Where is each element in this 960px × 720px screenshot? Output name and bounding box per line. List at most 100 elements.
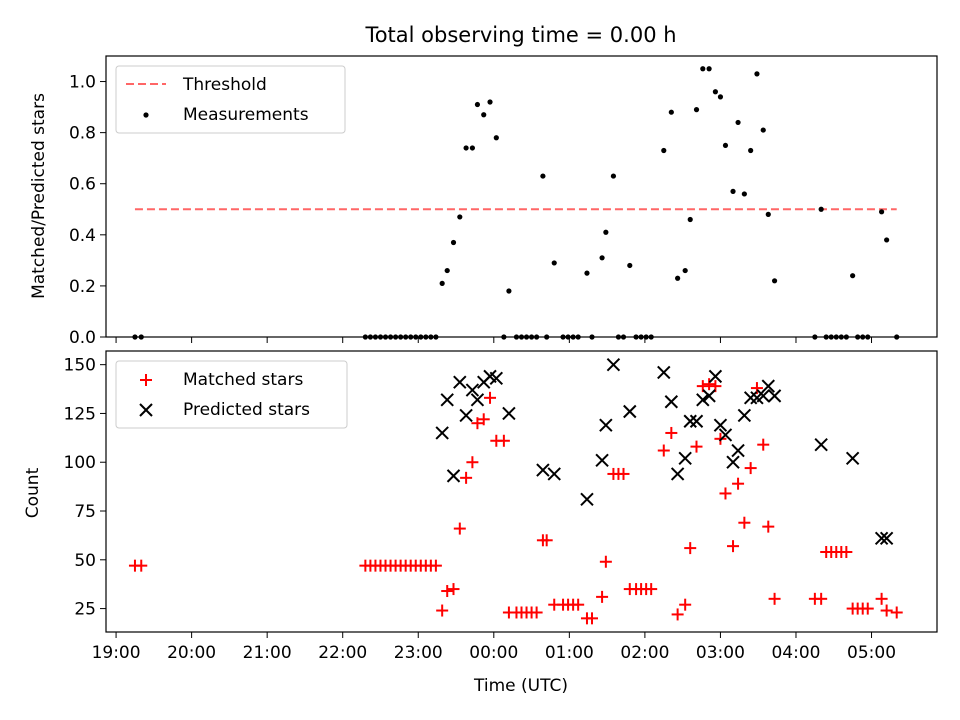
measurement-point: [693, 107, 700, 113]
matched-star-point: [679, 598, 692, 611]
predicted-star-point: [678, 451, 692, 466]
top-plot-area: [132, 66, 900, 340]
top-axes-frame: [105, 55, 938, 338]
predicted-star-point: [743, 391, 758, 405]
matched-legend-swatch: [140, 374, 152, 386]
predicted-star-point: [761, 379, 775, 393]
matched-star-point: [861, 602, 874, 615]
measurement-point: [682, 267, 688, 274]
matched-star-point: [744, 462, 757, 475]
predicted-star-point: [459, 408, 473, 423]
matched-star-point: [880, 604, 893, 617]
measurement-point: [444, 267, 450, 274]
measurement-point: [599, 255, 605, 261]
measurement-point: [450, 239, 457, 246]
predicted-star-point: [440, 393, 454, 407]
matched-star-point: [497, 434, 510, 447]
measurements-legend-label: Measurements: [183, 105, 309, 125]
measurement-point: [884, 237, 890, 243]
matched-star-point: [732, 477, 745, 490]
bottom-y-tick-label: 150: [64, 356, 96, 376]
top-y-tick-label: 1.0: [69, 73, 96, 93]
predicted-star-point: [657, 365, 671, 380]
matched-star-point: [727, 540, 740, 553]
matched-star-point: [815, 592, 828, 605]
matched-star-point: [460, 471, 473, 484]
predicted-star-point: [465, 383, 480, 397]
predicted-legend-swatch: [139, 403, 153, 417]
predicted-star-point: [435, 426, 449, 440]
predicted-star-point: [845, 451, 860, 466]
matched-star-point: [665, 426, 678, 439]
matched-star-point: [690, 440, 703, 453]
bottom-legend-box: [115, 360, 348, 429]
measurement-point: [765, 211, 771, 217]
measurement-point: [487, 99, 493, 105]
measurement-point: [551, 260, 557, 266]
matched-star-point: [750, 382, 763, 395]
measurement-point: [481, 112, 487, 118]
measurement-point: [493, 135, 499, 141]
matched-star-point: [484, 391, 497, 404]
matched-star-point: [875, 592, 888, 605]
predicted-star-point: [814, 437, 828, 452]
bottom-y-tick-label: 100: [64, 453, 96, 473]
matched-legend-label: Matched stars: [183, 370, 303, 390]
bottom-y-tick-label: 75: [74, 502, 96, 522]
measurement-point: [603, 229, 609, 235]
matched-star-point: [441, 585, 454, 598]
predicted-star-point: [713, 418, 728, 432]
matched-star-point: [477, 413, 490, 426]
predicted-star-point: [718, 428, 733, 442]
measurement-point: [661, 147, 667, 154]
predicted-star-point: [737, 408, 752, 423]
predicted-star-point: [547, 467, 561, 481]
measurement-point: [675, 275, 681, 281]
predicted-star-point: [502, 406, 516, 421]
bottom-axes-frame: [105, 350, 938, 633]
predicted-star-point: [696, 393, 710, 407]
measurement-point: [506, 288, 512, 294]
matched-star-point: [429, 559, 442, 572]
bottom-plot-area: [128, 357, 903, 625]
matched-star-point: [671, 608, 684, 621]
measurement-point: [722, 142, 729, 149]
measurement-point: [760, 127, 766, 133]
measurements-legend-swatch: [143, 112, 149, 118]
x-tick-label: 01:00: [545, 643, 594, 663]
matched-star-point: [540, 534, 553, 547]
x-tick-label: 03:00: [696, 643, 745, 663]
x-tick-label: 22:00: [318, 643, 367, 663]
predicted-star-point: [580, 492, 594, 507]
predicted-star-point: [489, 371, 504, 386]
matched-star-point: [135, 559, 148, 572]
bottom-y-tick-label: 125: [64, 404, 96, 424]
measurement-point: [771, 278, 778, 284]
predicted-star-point: [595, 453, 609, 467]
predicted-star-point: [664, 395, 679, 409]
measurement-point: [457, 214, 463, 220]
predicted-star-point: [726, 455, 740, 469]
top-y-tick-label: 0.8: [69, 124, 96, 144]
top-y-axis-label: Matched/Predicted stars: [29, 93, 49, 299]
predicted-star-point: [756, 389, 770, 403]
measurement-point: [540, 173, 546, 179]
x-axis-label: Time (UTC): [473, 676, 568, 696]
matched-star-point: [596, 590, 609, 603]
measurement-point: [818, 206, 824, 212]
bottom-legend: Matched stars Predicted stars: [115, 360, 348, 429]
matched-star-point: [762, 520, 775, 533]
predicted-star-point: [879, 531, 894, 546]
predicted-star-point: [670, 467, 685, 481]
matched-star-point: [719, 487, 732, 500]
measurement-point: [730, 188, 736, 194]
top-y-tick-label: 0.2: [69, 277, 96, 297]
bottom-y-tick-label: 50: [74, 551, 96, 571]
matched-star-point: [599, 555, 612, 568]
matched-star-point: [890, 606, 903, 619]
bottom-y-tick-label: 25: [74, 600, 96, 620]
matched-star-point: [840, 545, 853, 558]
top-y-tick-label: 0.0: [69, 328, 96, 348]
measurement-point: [717, 94, 724, 100]
